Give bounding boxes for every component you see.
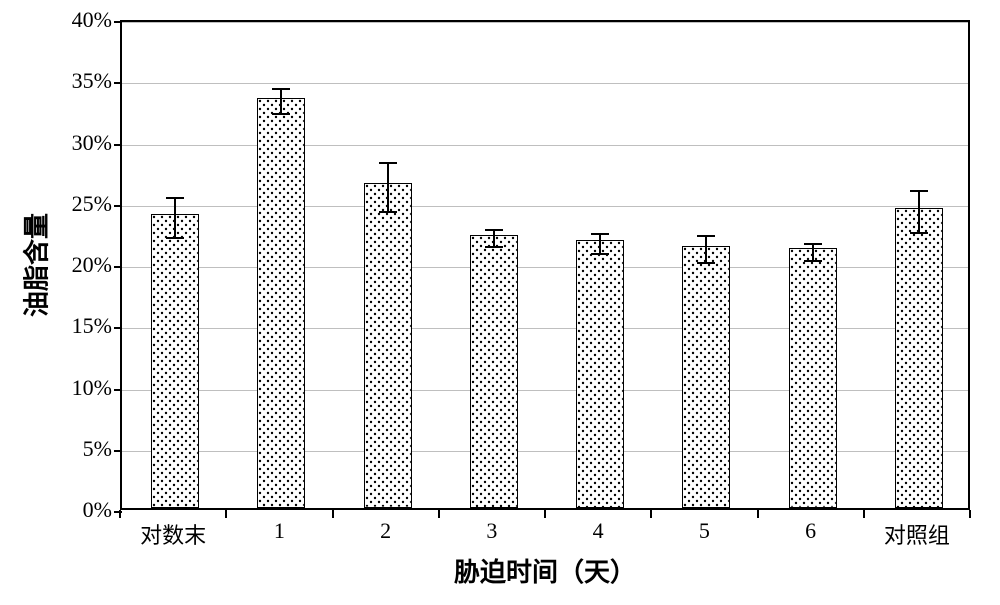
y-tick-label: 35% [72,68,112,94]
y-tick-mark [114,21,122,23]
gridline [122,451,968,452]
gridline [122,328,968,329]
error-bar-cap-top [910,190,928,192]
y-tick-label: 5% [83,436,112,462]
bar [470,235,518,508]
bar [257,98,305,508]
error-bar-stem [387,163,389,212]
y-tick-label: 30% [72,130,112,156]
y-tick-mark [114,266,122,268]
error-bar-stem [812,244,814,261]
y-tick-label: 40% [72,7,112,33]
x-tick-mark [438,510,440,518]
x-tick-mark [225,510,227,518]
y-tick-mark [114,389,122,391]
gridline [122,206,968,207]
error-bar-cap-top [166,197,184,199]
gridline [122,22,968,23]
gridline [122,267,968,268]
error-bar-cap-bottom [272,113,290,115]
error-bar-cap-bottom [485,246,503,248]
error-bar-cap-top [804,243,822,245]
x-tick-label: 6 [805,518,816,544]
bar [682,246,730,508]
y-axis-title: 油脂含量 [17,213,54,317]
y-tick-mark [114,205,122,207]
bar [789,248,837,508]
error-bar-cap-bottom [379,211,397,213]
error-bar-stem [174,198,176,237]
x-tick-label: 1 [274,518,285,544]
x-tick-label: 5 [699,518,710,544]
x-tick-label: 对数末 [140,518,206,550]
x-tick-mark [119,510,121,518]
x-tick-label: 2 [380,518,391,544]
bar [151,214,199,508]
y-tick-mark [114,450,122,452]
error-bar-cap-top [697,235,715,237]
gridline [122,83,968,84]
x-tick-label: 3 [486,518,497,544]
error-bar-cap-bottom [910,232,928,234]
y-tick-mark [114,82,122,84]
error-bar-cap-bottom [591,253,609,255]
x-tick-label: 4 [593,518,604,544]
error-bar-stem [705,236,707,263]
y-tick-label: 0% [83,497,112,523]
y-tick-label: 25% [72,191,112,217]
x-tick-mark [969,510,971,518]
error-bar-stem [918,191,920,233]
error-bar-stem [599,234,601,254]
error-bar-cap-top [591,233,609,235]
error-bar-cap-top [272,88,290,90]
x-tick-mark [650,510,652,518]
y-tick-label: 20% [72,252,112,278]
x-tick-mark [544,510,546,518]
gridline [122,145,968,146]
bar [895,208,943,508]
x-axis-title: 胁迫时间（天） [454,552,636,589]
y-tick-label: 15% [72,313,112,339]
plot-area [120,20,970,510]
error-bar-cap-bottom [804,260,822,262]
y-tick-mark [114,144,122,146]
error-bar-stem [493,230,495,247]
chart-container: 油脂含量 0% 5% 10% 15% 20% 25% 30% 35% 40% 对数末 1 2 3 4 5 6… [0,0,1000,605]
error-bar-cap-top [379,162,397,164]
error-bar-cap-bottom [166,237,184,239]
bar [364,183,412,508]
y-tick-label: 10% [72,375,112,401]
error-bar-cap-top [485,229,503,231]
x-tick-mark [863,510,865,518]
error-bar-stem [280,89,282,114]
error-bar-cap-bottom [697,262,715,264]
x-tick-mark [757,510,759,518]
x-tick-mark [332,510,334,518]
y-tick-mark [114,327,122,329]
bar [576,240,624,508]
x-tick-label: 对照组 [884,518,950,550]
gridline [122,390,968,391]
